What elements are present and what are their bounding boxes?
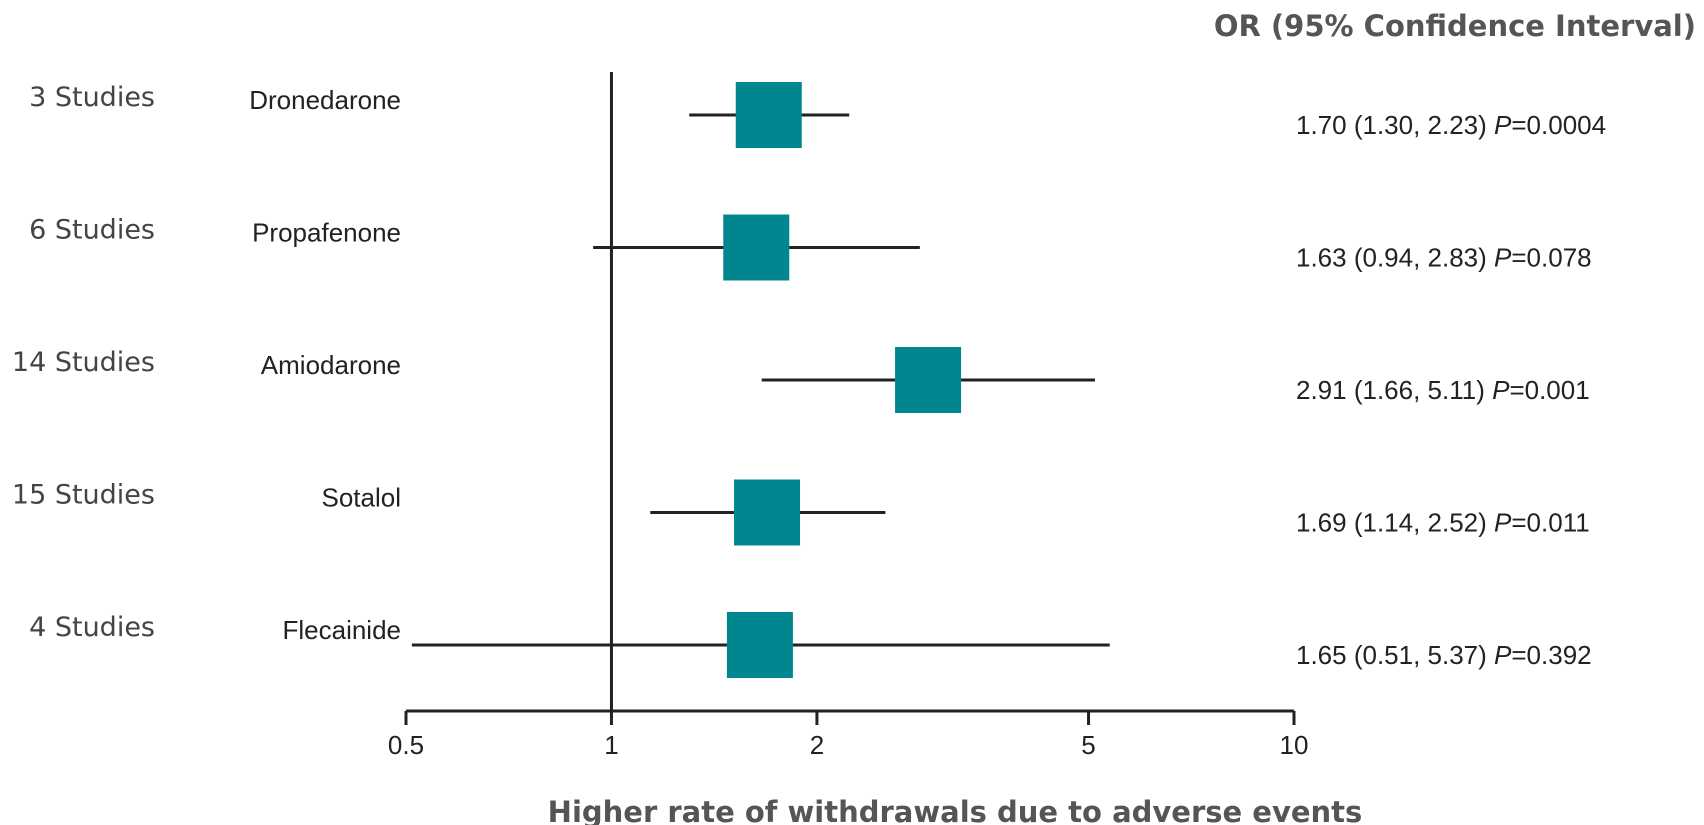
or-column-header: OR (95% Confidence Interval) xyxy=(1214,9,1696,43)
or-ci-text: 1.63 (0.94, 2.83) P=0.078 xyxy=(1296,243,1592,273)
p-value: =0.011 xyxy=(1511,508,1589,538)
or-ci-text: 1.70 (1.30, 2.23) P=0.0004 xyxy=(1296,110,1606,140)
odds-ratio-marker xyxy=(723,214,790,281)
odds-ratio-marker xyxy=(895,347,962,413)
x-tick-label: 10 xyxy=(1280,730,1309,760)
study-count-label: 6 Studies xyxy=(29,215,155,246)
or-ci-value: 2.91 (1.66, 5.11) xyxy=(1296,375,1492,405)
p-label: P xyxy=(1494,508,1512,538)
drug-label: Amiodarone xyxy=(261,350,401,380)
x-axis-label: Higher rate of withdrawals due to advers… xyxy=(548,795,1363,825)
x-axis-ticks: 0.5 1 2 5 10 xyxy=(388,711,1309,760)
x-tick-label: 1 xyxy=(604,730,618,760)
p-value: =0.001 xyxy=(1509,375,1589,405)
forest-row: 14 Studies Amiodarone 2.91 (1.66, 5.11) P=… xyxy=(12,347,1590,413)
or-ci-value: 1.65 (0.51, 5.37) xyxy=(1296,640,1494,670)
p-label: P xyxy=(1494,640,1512,670)
or-ci-value: 1.70 (1.30, 2.23) xyxy=(1296,110,1494,140)
p-label: P xyxy=(1494,110,1512,140)
p-value: =0.0004 xyxy=(1511,110,1606,140)
or-ci-value: 1.63 (0.94, 2.83) xyxy=(1296,243,1494,273)
or-ci-text: 2.91 (1.66, 5.11) P=0.001 xyxy=(1296,375,1590,405)
forest-row: 6 Studies Propafenone 1.63 (0.94, 2.83) P=… xyxy=(29,214,1592,281)
forest-row: 15 Studies Sotalol 1.69 (1.14, 2.52) P=0.0… xyxy=(12,479,1590,546)
p-value: =0.078 xyxy=(1511,243,1591,273)
drug-label: Dronedarone xyxy=(249,85,401,115)
drug-label: Sotalol xyxy=(322,483,402,513)
p-label: P xyxy=(1492,375,1510,405)
odds-ratio-marker xyxy=(726,612,793,678)
odds-ratio-marker xyxy=(735,82,802,148)
p-label: P xyxy=(1494,243,1512,273)
x-tick-label: 5 xyxy=(1081,730,1095,760)
drug-label: Flecainide xyxy=(282,615,401,645)
study-count-label: 14 Studies xyxy=(12,347,155,378)
or-ci-text: 1.69 (1.14, 2.52) P=0.011 xyxy=(1296,508,1590,538)
x-tick-label: 2 xyxy=(810,730,824,760)
study-count-label: 3 Studies xyxy=(29,82,155,113)
or-ci-text: 1.65 (0.51, 5.37) P=0.392 xyxy=(1296,640,1592,670)
p-value: =0.392 xyxy=(1511,640,1591,670)
forest-row: 3 Studies Dronedarone 1.70 (1.30, 2.23) P=… xyxy=(29,82,1606,148)
drug-label: Propafenone xyxy=(252,218,401,248)
or-ci-value: 1.69 (1.14, 2.52) xyxy=(1296,508,1494,538)
forest-row: 4 Studies Flecainide 1.65 (0.51, 5.37) P=0… xyxy=(29,612,1592,678)
x-tick-label: 0.5 xyxy=(388,730,424,760)
odds-ratio-marker xyxy=(734,479,801,546)
study-count-label: 4 Studies xyxy=(29,612,155,643)
study-count-label: 15 Studies xyxy=(12,480,155,511)
